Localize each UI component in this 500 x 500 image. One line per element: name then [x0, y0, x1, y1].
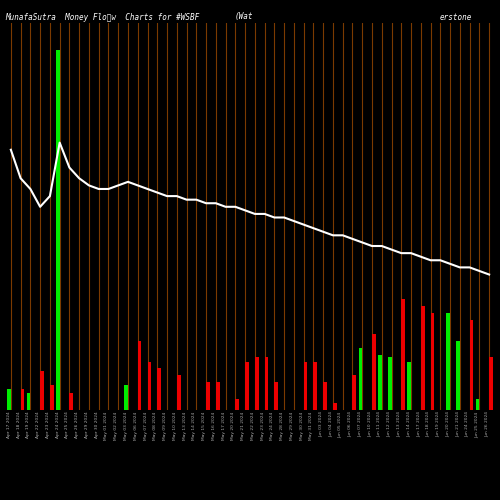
Bar [236, 399, 239, 410]
Bar [388, 358, 392, 410]
Bar [456, 341, 460, 410]
Bar [476, 399, 480, 410]
Bar [138, 341, 141, 410]
Bar [245, 362, 249, 410]
Text: erstone: erstone [440, 12, 472, 22]
Bar [402, 300, 405, 410]
Text: MunafaSutra  Money Flo​w  Charts for #WSBF: MunafaSutra Money Flo​w Charts for #WSBF [5, 12, 199, 22]
Text: (Wat: (Wat [235, 12, 254, 22]
Bar [148, 362, 151, 410]
Bar [206, 382, 210, 410]
Bar [304, 362, 308, 410]
Bar [430, 313, 434, 410]
Bar [40, 371, 44, 410]
Bar [264, 358, 268, 410]
Bar [372, 334, 376, 410]
Bar [124, 385, 128, 410]
Bar [314, 362, 317, 410]
Bar [50, 385, 53, 410]
Bar [26, 394, 30, 410]
Bar [489, 358, 493, 410]
Bar [255, 358, 258, 410]
Bar [177, 376, 180, 410]
Bar [352, 376, 356, 410]
Bar [20, 389, 24, 410]
Bar [7, 389, 11, 410]
Bar [470, 320, 474, 410]
Bar [378, 354, 382, 410]
Bar [421, 306, 424, 410]
Bar [358, 348, 362, 410]
Bar [274, 382, 278, 410]
Bar [70, 394, 73, 410]
Bar [333, 403, 336, 410]
Bar [408, 362, 411, 410]
Bar [216, 382, 220, 410]
Bar [56, 50, 59, 410]
Bar [323, 382, 327, 410]
Bar [158, 368, 161, 410]
Bar [446, 313, 450, 410]
